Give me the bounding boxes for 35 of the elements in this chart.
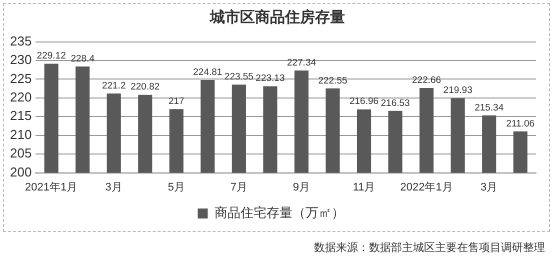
x-tick-label: 7月 [230, 181, 248, 194]
data-label: 215.34 [474, 102, 504, 114]
y-tick-label: 200 [10, 164, 32, 180]
data-label: 222.55 [318, 75, 348, 86]
y-tick-label: 235 [10, 33, 32, 48]
y-tick-label: 205 [10, 146, 32, 161]
data-label: 217 [168, 96, 184, 108]
data-label: 228.4 [70, 53, 94, 64]
data-label: 224.81 [193, 66, 222, 78]
chart-title: 城市区商品住房存量 [208, 8, 346, 27]
y-tick-label: 225 [10, 70, 32, 86]
data-label: 222.66 [412, 74, 442, 86]
data-label: 216.96 [349, 96, 379, 108]
x-tick-label: 5月 [168, 181, 185, 194]
data-label: 223.13 [256, 73, 285, 84]
x-tick-label: 2021年1月 [25, 181, 78, 194]
source-note: 数据来源：数据部主城区主要在售项目调研整理 [314, 240, 545, 255]
data-label: 227.34 [286, 57, 316, 68]
data-label: 216.53 [380, 98, 410, 109]
y-tick-label: 215 [10, 108, 32, 124]
y-tick-label: 220 [10, 90, 32, 105]
legend-label: 商品住宅存量（万㎡） [214, 204, 344, 221]
x-tick-label: 3月 [105, 181, 122, 194]
x-tick-label: 2022年1月 [400, 181, 453, 194]
x-tick-label: 3月 [480, 181, 498, 194]
x-tick-label: 9月 [292, 181, 310, 194]
data-label: 223.55 [224, 72, 254, 83]
data-label: 229.12 [36, 50, 66, 62]
data-label: 221.2 [102, 80, 126, 92]
data-label: 219.93 [443, 85, 472, 96]
x-tick-label: 11月 [352, 181, 376, 194]
y-tick-label: 230 [10, 52, 32, 68]
y-tick-label: 210 [10, 126, 32, 142]
data-label: 220.82 [130, 82, 160, 93]
data-label: 211.06 [506, 118, 535, 130]
